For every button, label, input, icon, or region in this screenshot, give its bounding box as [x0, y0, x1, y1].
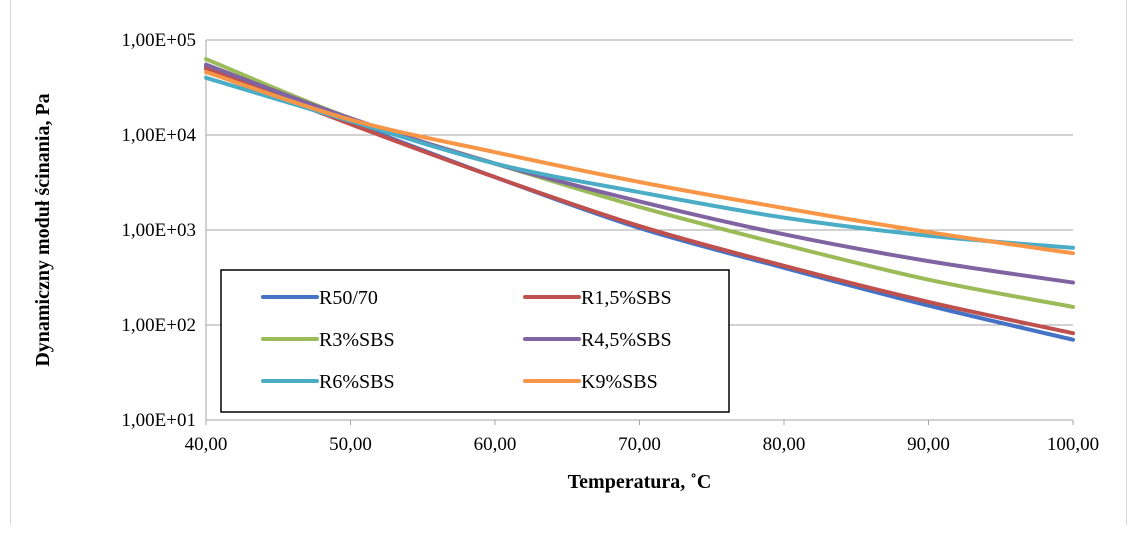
y-tick-label: 1,00E+04	[121, 125, 196, 146]
x-tick-label: 100,00	[1047, 434, 1099, 455]
legend-label: R6%SBS	[319, 371, 395, 393]
y-tick-label: 1,00E+02	[121, 315, 196, 336]
y-tick-labels: 1,00E+01 1,00E+02 1,00E+03 1,00E+04 1,00E+05	[121, 30, 196, 431]
y-tick-label: 1,00E+03	[121, 220, 196, 241]
x-tick-labels: 40,00 50,00 60,00 70,00 80,00 90,00 100,00	[185, 434, 1100, 455]
y-tick-label: 1,00E+01	[121, 410, 196, 431]
y-axis-title: Dynamiczny moduł ścinania, Pa	[32, 93, 54, 366]
x-axis-title: Temperatura, ˚C	[568, 471, 712, 493]
legend-label: K9%SBS	[581, 371, 658, 393]
legend-label: R3%SBS	[319, 329, 395, 351]
series-line-k9-sbs	[204, 70, 1075, 256]
legend-label: R1,5%SBS	[581, 287, 672, 309]
axes	[205, 40, 1074, 425]
series-line-r1-5-sbs	[204, 66, 1075, 336]
series-lines	[204, 57, 1075, 342]
series-line-r4-5-sbs	[204, 62, 1075, 285]
legend: R50/70 R1,5%SBS R3%SBS R4,5%SBS R6%SBS K9%SBS	[220, 269, 730, 413]
legend-label: R4,5%SBS	[581, 329, 672, 351]
x-tick-label: 40,00	[185, 434, 228, 455]
x-tick-label: 70,00	[618, 434, 661, 455]
y-tick-label: 1,00E+05	[121, 30, 196, 51]
x-tick-label: 80,00	[763, 434, 806, 455]
series-line-r6-sbs	[204, 75, 1075, 250]
line-chart: 1,00E+01 1,00E+02 1,00E+03 1,00E+04 1,00E+05…	[32, 30, 1100, 493]
chart-frame: 1,00E+01 1,00E+02 1,00E+03 1,00E+04 1,00E+05…	[10, 0, 1127, 525]
x-tick-label: 60,00	[474, 434, 517, 455]
x-tick-label: 90,00	[907, 434, 950, 455]
legend-label: R50/70	[319, 287, 378, 309]
x-tick-label: 50,00	[329, 434, 372, 455]
